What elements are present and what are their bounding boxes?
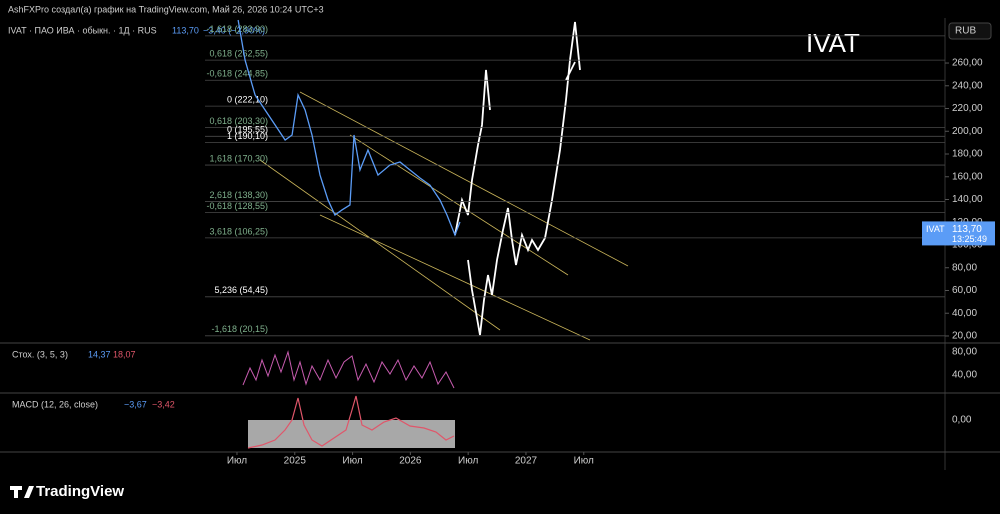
fib-label: -1,618 (20,15)	[211, 324, 268, 334]
footer-logo: TradingView	[36, 483, 124, 500]
macd-title: MACD (12, 26, close)	[12, 399, 98, 409]
x-tick-label: Июл	[342, 456, 362, 467]
legend-change: −3,40 (−2,90%)	[203, 25, 265, 35]
fib-label: -0,618 (244,85)	[206, 69, 268, 79]
stoch-line	[242, 350, 455, 389]
trend-lines	[259, 91, 629, 341]
x-tick-label: Июл	[227, 456, 247, 467]
x-tick-label: 2025	[284, 456, 307, 467]
y-tick-label: 60,00	[952, 285, 977, 296]
y-tick-label: 160,00	[952, 171, 983, 182]
y-tick-label: 240,00	[952, 80, 983, 91]
x-tick-label: Июл	[458, 456, 478, 467]
y-tick-label: 180,00	[952, 149, 983, 160]
y-tick-label: 260,00	[952, 58, 983, 69]
fib-label: -0,618 (128,55)	[206, 201, 268, 211]
stoch-k: 14,37	[88, 349, 111, 359]
macd-line	[247, 395, 455, 449]
x-tick-label: Июл	[574, 456, 594, 467]
legend-symbol: IVAT · ПАО ИВА · обыкн. · 1Д · RUS	[8, 25, 157, 35]
currency-box[interactable]	[948, 22, 992, 40]
logo-icon	[10, 486, 34, 498]
y-tick-label: 40,00	[952, 308, 977, 319]
x-tick-label: 2026	[399, 456, 422, 467]
macd-value: −3,67	[124, 399, 147, 409]
hand-drawing	[454, 21, 581, 336]
price-tag-symbol: IVAT	[926, 224, 945, 234]
fib-label: 0 (222,10)	[227, 95, 268, 105]
fib-label: 0,618 (262,55)	[209, 49, 268, 59]
stoch-tick: 40,00	[952, 370, 977, 381]
y-tick-label: 20,00	[952, 331, 977, 342]
price-tag-value: 113,70	[952, 224, 982, 235]
x-tick-label: 2027	[515, 456, 538, 467]
macd-area	[248, 420, 455, 448]
currency: RUB	[955, 26, 976, 37]
watermark: IVAT	[806, 28, 860, 58]
fib-label: 2,618 (138,30)	[209, 190, 268, 200]
fib-label: 0,618 (203,30)	[209, 116, 268, 126]
stoch-tick: 80,00	[952, 347, 977, 358]
macd-tick: 0,00	[952, 415, 972, 426]
price-tag	[922, 221, 995, 246]
stoch-title: Стох. (3, 5, 3)	[12, 349, 68, 359]
stoch-d: 18,07	[113, 349, 136, 359]
fib-label: 0 (195,55)	[227, 125, 268, 135]
macd-signal: −3,42	[152, 399, 175, 409]
y-tick-label: 80,00	[952, 262, 977, 273]
y-tick-label: 140,00	[952, 194, 983, 205]
legend-price: 113,70	[172, 25, 199, 35]
fib-label: -1,618 (283,90)	[206, 24, 268, 34]
caption: AshFXPro создал(а) график на TradingView…	[8, 4, 324, 14]
fib-label: 1,618 (170,30)	[209, 153, 268, 163]
price-line	[237, 19, 461, 237]
fib-label: 3,618 (106,25)	[209, 226, 268, 236]
y-tick-label: 220,00	[952, 103, 983, 114]
fib-label: 5,236 (54,45)	[214, 285, 268, 295]
fib-label: 1 (190,10)	[227, 131, 268, 141]
y-tick-label: 200,00	[952, 126, 983, 137]
price-tag-time: 13:25:49	[952, 234, 987, 244]
